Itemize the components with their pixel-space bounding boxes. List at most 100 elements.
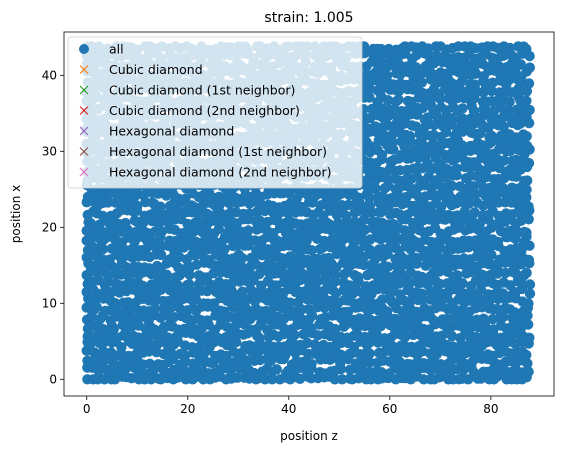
legend-marker-stroke bbox=[79, 65, 89, 74]
data-point bbox=[243, 225, 254, 236]
data-point bbox=[121, 362, 132, 374]
legend-label: Cubic diamond bbox=[109, 62, 203, 77]
data-point bbox=[377, 294, 388, 305]
data-point bbox=[457, 103, 468, 114]
data-point bbox=[254, 332, 265, 344]
data-point bbox=[336, 374, 348, 385]
data-point bbox=[522, 140, 533, 152]
data-point bbox=[498, 121, 509, 132]
data-point bbox=[492, 262, 503, 274]
data-point bbox=[289, 329, 300, 341]
data-point bbox=[416, 288, 428, 299]
data-point bbox=[325, 242, 336, 253]
legend-marker-x bbox=[79, 147, 89, 156]
chart-title: strain: 1.005 bbox=[264, 10, 353, 26]
data-point bbox=[381, 306, 393, 317]
legend-marker-stroke bbox=[79, 147, 89, 156]
data-point bbox=[132, 200, 143, 212]
data-point bbox=[524, 104, 535, 116]
data-point bbox=[486, 249, 497, 261]
data-point bbox=[382, 95, 394, 106]
data-point bbox=[97, 243, 109, 255]
data-point bbox=[341, 210, 352, 222]
data-point bbox=[279, 323, 290, 334]
data-point bbox=[521, 227, 532, 238]
data-point bbox=[121, 262, 132, 273]
data-point bbox=[521, 192, 532, 203]
data-point bbox=[116, 342, 127, 353]
data-point bbox=[509, 307, 521, 318]
data-point bbox=[377, 191, 388, 202]
data-point bbox=[457, 278, 468, 289]
data-point bbox=[179, 350, 191, 361]
data-point bbox=[399, 332, 411, 343]
data-point bbox=[376, 149, 388, 161]
data-point bbox=[504, 225, 515, 237]
data-point bbox=[493, 60, 504, 71]
data-point bbox=[439, 149, 451, 161]
data-point bbox=[319, 235, 330, 247]
data-point bbox=[225, 234, 236, 245]
data-point bbox=[219, 306, 230, 317]
data-point bbox=[91, 301, 102, 313]
data-point bbox=[476, 112, 487, 123]
data-point bbox=[358, 259, 370, 271]
data-point bbox=[335, 242, 347, 253]
data-point bbox=[353, 192, 364, 203]
legend-marker-stroke bbox=[79, 167, 89, 177]
legend-label: Hexagonal diamond (2nd neighbor) bbox=[109, 165, 331, 180]
x-tick-label: 40 bbox=[281, 402, 296, 416]
data-point bbox=[108, 323, 120, 334]
data-point bbox=[446, 180, 458, 192]
data-point bbox=[382, 120, 394, 131]
data-point bbox=[469, 61, 480, 72]
data-point bbox=[387, 297, 398, 308]
y-axis-label: position x bbox=[9, 185, 23, 243]
data-point bbox=[521, 43, 532, 55]
data-point bbox=[523, 157, 535, 169]
data-point bbox=[295, 313, 307, 324]
data-point bbox=[376, 83, 387, 95]
data-point bbox=[324, 219, 335, 230]
data-point bbox=[381, 173, 393, 184]
data-point bbox=[381, 70, 393, 81]
data-point bbox=[498, 311, 509, 323]
data-point bbox=[522, 358, 533, 369]
legend-box bbox=[67, 36, 363, 189]
data-point bbox=[306, 323, 317, 334]
legend-marker-stroke bbox=[79, 106, 89, 115]
legend-marker-x bbox=[79, 65, 89, 74]
data-point bbox=[184, 279, 195, 290]
data-point bbox=[323, 252, 335, 264]
data-point bbox=[156, 249, 167, 261]
data-point bbox=[523, 254, 534, 266]
data-point bbox=[410, 62, 422, 73]
data-point bbox=[405, 244, 416, 255]
data-point bbox=[92, 267, 103, 279]
data-point bbox=[120, 217, 131, 229]
data-point bbox=[492, 236, 504, 248]
data-point bbox=[359, 224, 371, 235]
data-point bbox=[364, 112, 376, 124]
data-point bbox=[428, 139, 439, 150]
data-point bbox=[515, 59, 526, 70]
data-point bbox=[522, 175, 533, 186]
data-point bbox=[393, 94, 404, 105]
data-point bbox=[405, 131, 416, 142]
data-point bbox=[306, 245, 317, 256]
data-point bbox=[172, 279, 183, 291]
data-point bbox=[451, 163, 463, 174]
data-point bbox=[480, 190, 491, 202]
data-point bbox=[312, 266, 323, 277]
data-point bbox=[411, 358, 422, 369]
data-point bbox=[516, 245, 527, 256]
data-point bbox=[97, 226, 108, 237]
data-point bbox=[468, 105, 480, 117]
data-point bbox=[521, 267, 532, 279]
legend-label: Cubic diamond (2nd neighbor) bbox=[109, 103, 300, 118]
data-point bbox=[173, 206, 184, 217]
data-point bbox=[329, 374, 341, 385]
data-point bbox=[457, 75, 468, 86]
data-point bbox=[284, 297, 296, 308]
data-point bbox=[225, 365, 236, 376]
